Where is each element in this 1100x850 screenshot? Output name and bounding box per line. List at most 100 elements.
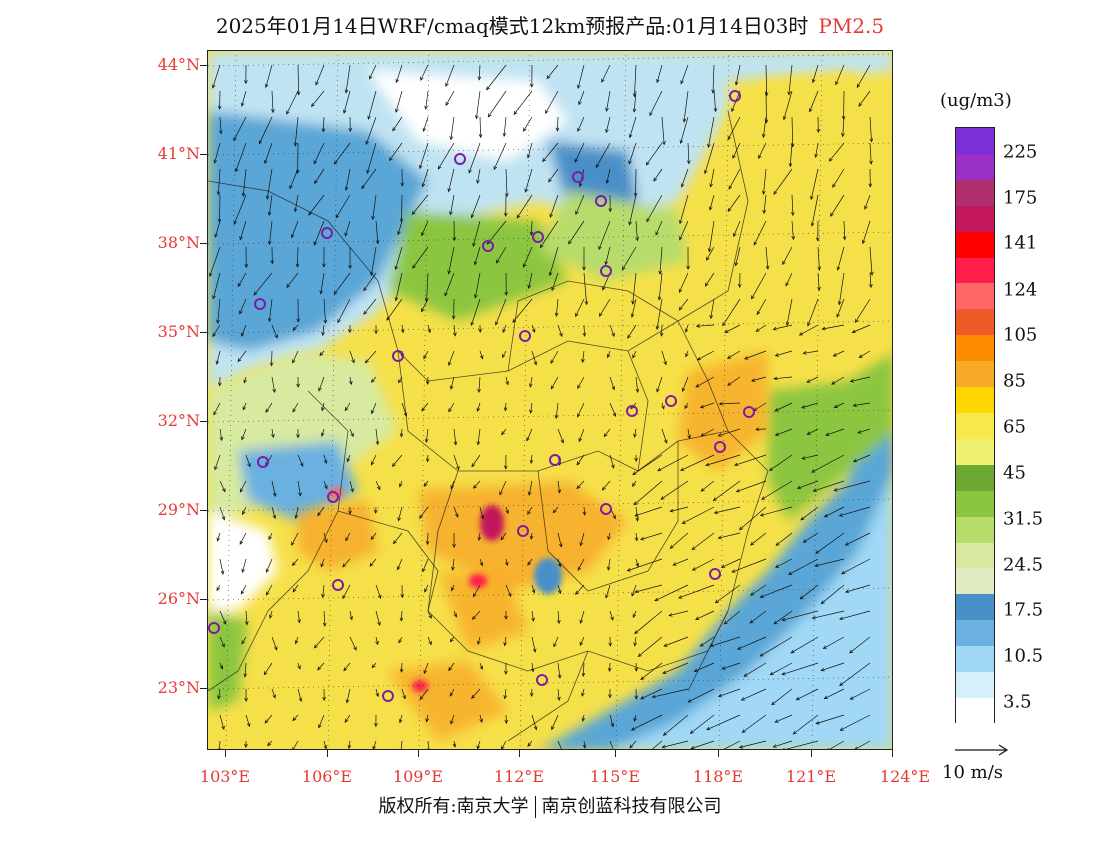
wind-arrow [813,480,845,492]
wind-arrowhead [839,682,844,687]
wind-arrowhead [575,312,579,318]
wind-arrowhead [349,616,354,621]
wind-arrowhead [365,140,369,146]
wind-arrow [821,584,845,604]
wind-arrowhead [714,599,719,604]
wind-arrowhead [830,212,834,217]
wind-arrowhead [814,153,818,158]
wind-arrow [825,428,845,436]
wind-arrowhead [425,718,429,723]
wind-arrowhead [411,210,416,215]
wind-arrowhead [607,667,612,673]
wind-arrow [607,350,611,358]
wind-arrow [582,662,585,677]
wind-arrow [411,194,429,215]
wind-arrow [371,662,377,668]
wind-arrow [295,506,299,519]
wind-arrowhead [753,241,758,246]
wind-arrowhead [272,694,276,699]
wind-arrow [452,558,455,571]
wind-arrow [386,298,403,321]
wind-arrow [453,610,457,617]
wind-arrowhead [292,588,297,593]
wind-arrowhead [709,643,714,648]
wind-arrowhead [527,561,532,566]
wind-arrow [453,740,456,748]
longitude-tick [418,750,419,757]
wind-arrow [609,454,615,469]
latitude-tick [200,421,207,422]
wind-arrow [450,116,455,140]
wind-arrowhead [318,724,322,729]
wind-arrow [654,584,689,602]
legend-unit: (ug/m3) [940,90,1012,111]
wind-arrowhead [335,214,340,219]
wind-arrow [395,246,403,270]
wind-arrowhead [451,566,455,571]
wind-arrowhead [605,179,610,184]
wind-arrowhead [222,488,226,493]
wind-arrow [632,454,663,475]
wind-arrowhead [235,167,239,173]
wind-arrowhead [286,110,290,115]
wind-arrow [661,116,665,145]
wind-arrow [548,168,559,183]
wind-arrowhead [831,381,836,385]
wind-arrow [755,324,767,332]
wind-arrow [581,688,585,697]
wind-arrow [823,636,845,649]
wind-arrowhead [445,82,449,88]
wind-arrowhead [264,83,269,89]
wind-arrow [684,402,689,409]
wind-arrowhead [724,329,729,333]
wind-arrow [708,116,715,148]
wind-arrowhead [479,562,484,567]
wind-arrowhead [622,266,626,271]
wind-arrowhead [858,102,863,107]
wind-arrow [397,558,403,570]
wind-arrowhead [631,300,635,305]
wind-arrowhead [545,109,549,114]
wind-arrowhead [240,102,245,107]
wind-arrow [835,64,845,85]
wind-arrowhead [425,541,430,546]
wind-arrowhead [606,566,611,571]
wind-arrowhead [219,130,223,135]
wind-arrowhead [773,376,778,381]
wind-arrow [736,480,767,492]
wind-arrowhead [216,586,221,592]
wind-arrow [765,246,769,270]
longitude-tick [225,750,226,757]
wind-arrowhead [533,726,538,731]
wind-arrow [363,298,377,315]
legend-color-cell [956,542,994,569]
wind-arrowhead [237,282,242,288]
wind-arrow [712,64,715,93]
wind-arrow [218,688,221,699]
wind-arrow [696,324,715,327]
wind-arrow [216,584,221,591]
wind-arrowhead [608,208,613,213]
wind-arrow [812,64,819,83]
wind-arrow [743,662,767,677]
wind-arrow [265,64,273,88]
wind-arrow [829,740,845,749]
wind-arrowhead [476,407,481,412]
wind-arrow [450,480,455,489]
wind-arrowhead [294,640,299,645]
wind-arrowhead [507,592,512,598]
wind-arrowhead [215,360,220,365]
wind-arrow [371,402,377,414]
wind-arrowhead [740,697,745,701]
wind-arrow [557,740,562,749]
wind-arrowhead [661,744,666,749]
wind-arrowhead [704,170,708,175]
wind-arrow [638,636,663,657]
wind-arrowhead [833,488,838,492]
wind-arrowhead [292,359,296,364]
wind-arrowhead [270,260,275,265]
wind-arrowhead [348,329,352,334]
wind-arrowhead [317,666,322,671]
wind-arrowhead [601,78,605,83]
wind-arrowhead [811,78,816,84]
